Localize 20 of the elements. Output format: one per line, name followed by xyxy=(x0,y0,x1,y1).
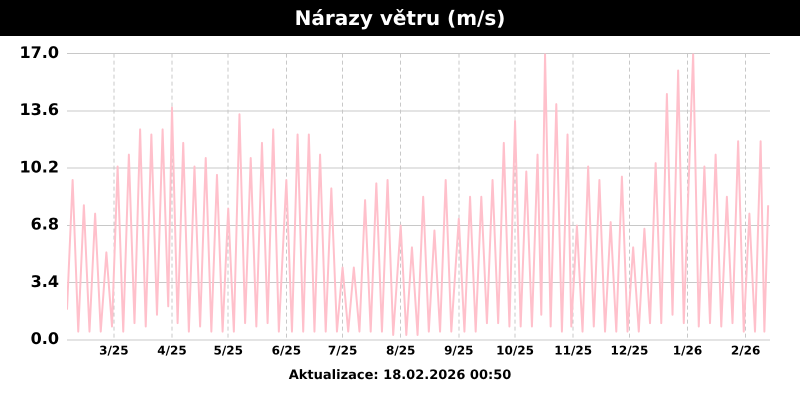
x-tick-label: 4/25 xyxy=(157,343,187,358)
y-tick-label: 0.0 xyxy=(30,329,59,348)
x-tick-label: 3/25 xyxy=(99,343,129,358)
x-tick-label: 6/25 xyxy=(272,343,302,358)
x-tick-label: 2/26 xyxy=(730,343,760,358)
x-tick-label: 10/25 xyxy=(496,343,534,358)
chart-title: Nárazy větru (m/s) xyxy=(0,0,800,36)
text: Aktualizace: 18.02.2026 00:50 xyxy=(288,367,512,385)
x-tick-label: 11/25 xyxy=(554,343,592,358)
x-tick-label: 8/25 xyxy=(386,343,416,358)
x-tick-label: 7/25 xyxy=(328,343,358,358)
y-tick-label: 6.8 xyxy=(30,214,59,234)
y-tick-label: 13.6 xyxy=(20,100,59,120)
x-tick-label: 1/26 xyxy=(672,343,702,358)
y-tick-label: 10.2 xyxy=(20,157,59,176)
x-tick-label: 9/25 xyxy=(444,343,474,358)
x-tick-label: 12/25 xyxy=(610,343,648,358)
y-tick-label: 17.0 xyxy=(20,42,59,62)
y-tick-label: 3.4 xyxy=(30,272,59,291)
x-tick-label: 5/25 xyxy=(214,343,243,358)
